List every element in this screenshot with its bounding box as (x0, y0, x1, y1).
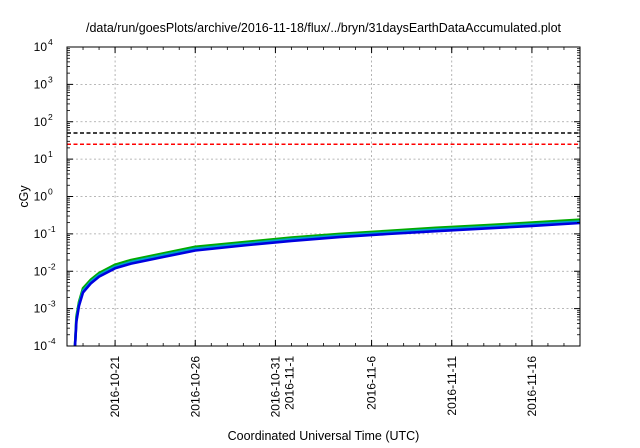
y-tick-exponent: 3 (48, 74, 53, 84)
x-axis-ticks: 2016-10-21 2016-10-26 2016-10-31 2016-11-1 2… (82, 47, 565, 418)
y-tick-label: 10 -2 (34, 261, 56, 278)
chart-title: /data/run/goesPlots/archive/2016-11-18/f… (86, 21, 562, 35)
y-tick-base: 10 (34, 40, 48, 54)
grid (67, 47, 580, 346)
y-tick-label: 10 2 (34, 112, 53, 129)
y-tick-base: 10 (34, 115, 48, 129)
y-tick-base: 10 (34, 302, 48, 316)
y-tick-base: 10 (34, 152, 48, 166)
y-tick-label: 10 -4 (34, 336, 56, 353)
x-tick-label: 2016-11-11 (445, 356, 459, 416)
y-tick-exponent: 4 (48, 37, 53, 47)
series-lines (73, 218, 581, 347)
y-axis-label: cGy (17, 185, 31, 208)
x-tick-label: 2016-11-16 (525, 356, 539, 417)
y-tick-label: 10 0 (34, 187, 53, 204)
y-tick-label: 10 -1 (34, 224, 56, 241)
y-tick-label: 10 1 (34, 149, 53, 166)
y-tick-exponent: -3 (48, 299, 56, 309)
y-tick-base: 10 (34, 227, 48, 241)
y-tick-exponent: 2 (48, 112, 53, 122)
y-tick-exponent: -2 (48, 261, 56, 271)
y-tick-exponent: -4 (48, 336, 56, 346)
y-tick-base: 10 (34, 339, 48, 353)
x-tick-label: 2016-11-1 (282, 356, 296, 410)
x-tick-label: 2016-10-21 (108, 356, 122, 418)
y-tick-base: 10 (34, 77, 48, 91)
y-tick-exponent: 0 (48, 187, 53, 197)
series-line-2 (73, 220, 581, 347)
y-tick-exponent: -1 (48, 224, 56, 234)
y-tick-exponent: 1 (48, 149, 53, 159)
x-tick-label: 2016-10-31 (268, 356, 282, 418)
x-axis-label: Coordinated Universal Time (UTC) (228, 429, 420, 443)
x-tick-label: 2016-11-6 (365, 356, 379, 410)
series-line-3 (73, 221, 581, 347)
threshold-lines (67, 132, 580, 146)
y-tick-label: 10 3 (34, 74, 53, 91)
y-tick-label: 10 4 (34, 37, 53, 54)
y-tick-base: 10 (34, 190, 48, 204)
y-tick-label: 10 -3 (34, 299, 56, 316)
y-tick-base: 10 (34, 264, 48, 278)
x-tick-label: 2016-10-26 (188, 356, 202, 418)
